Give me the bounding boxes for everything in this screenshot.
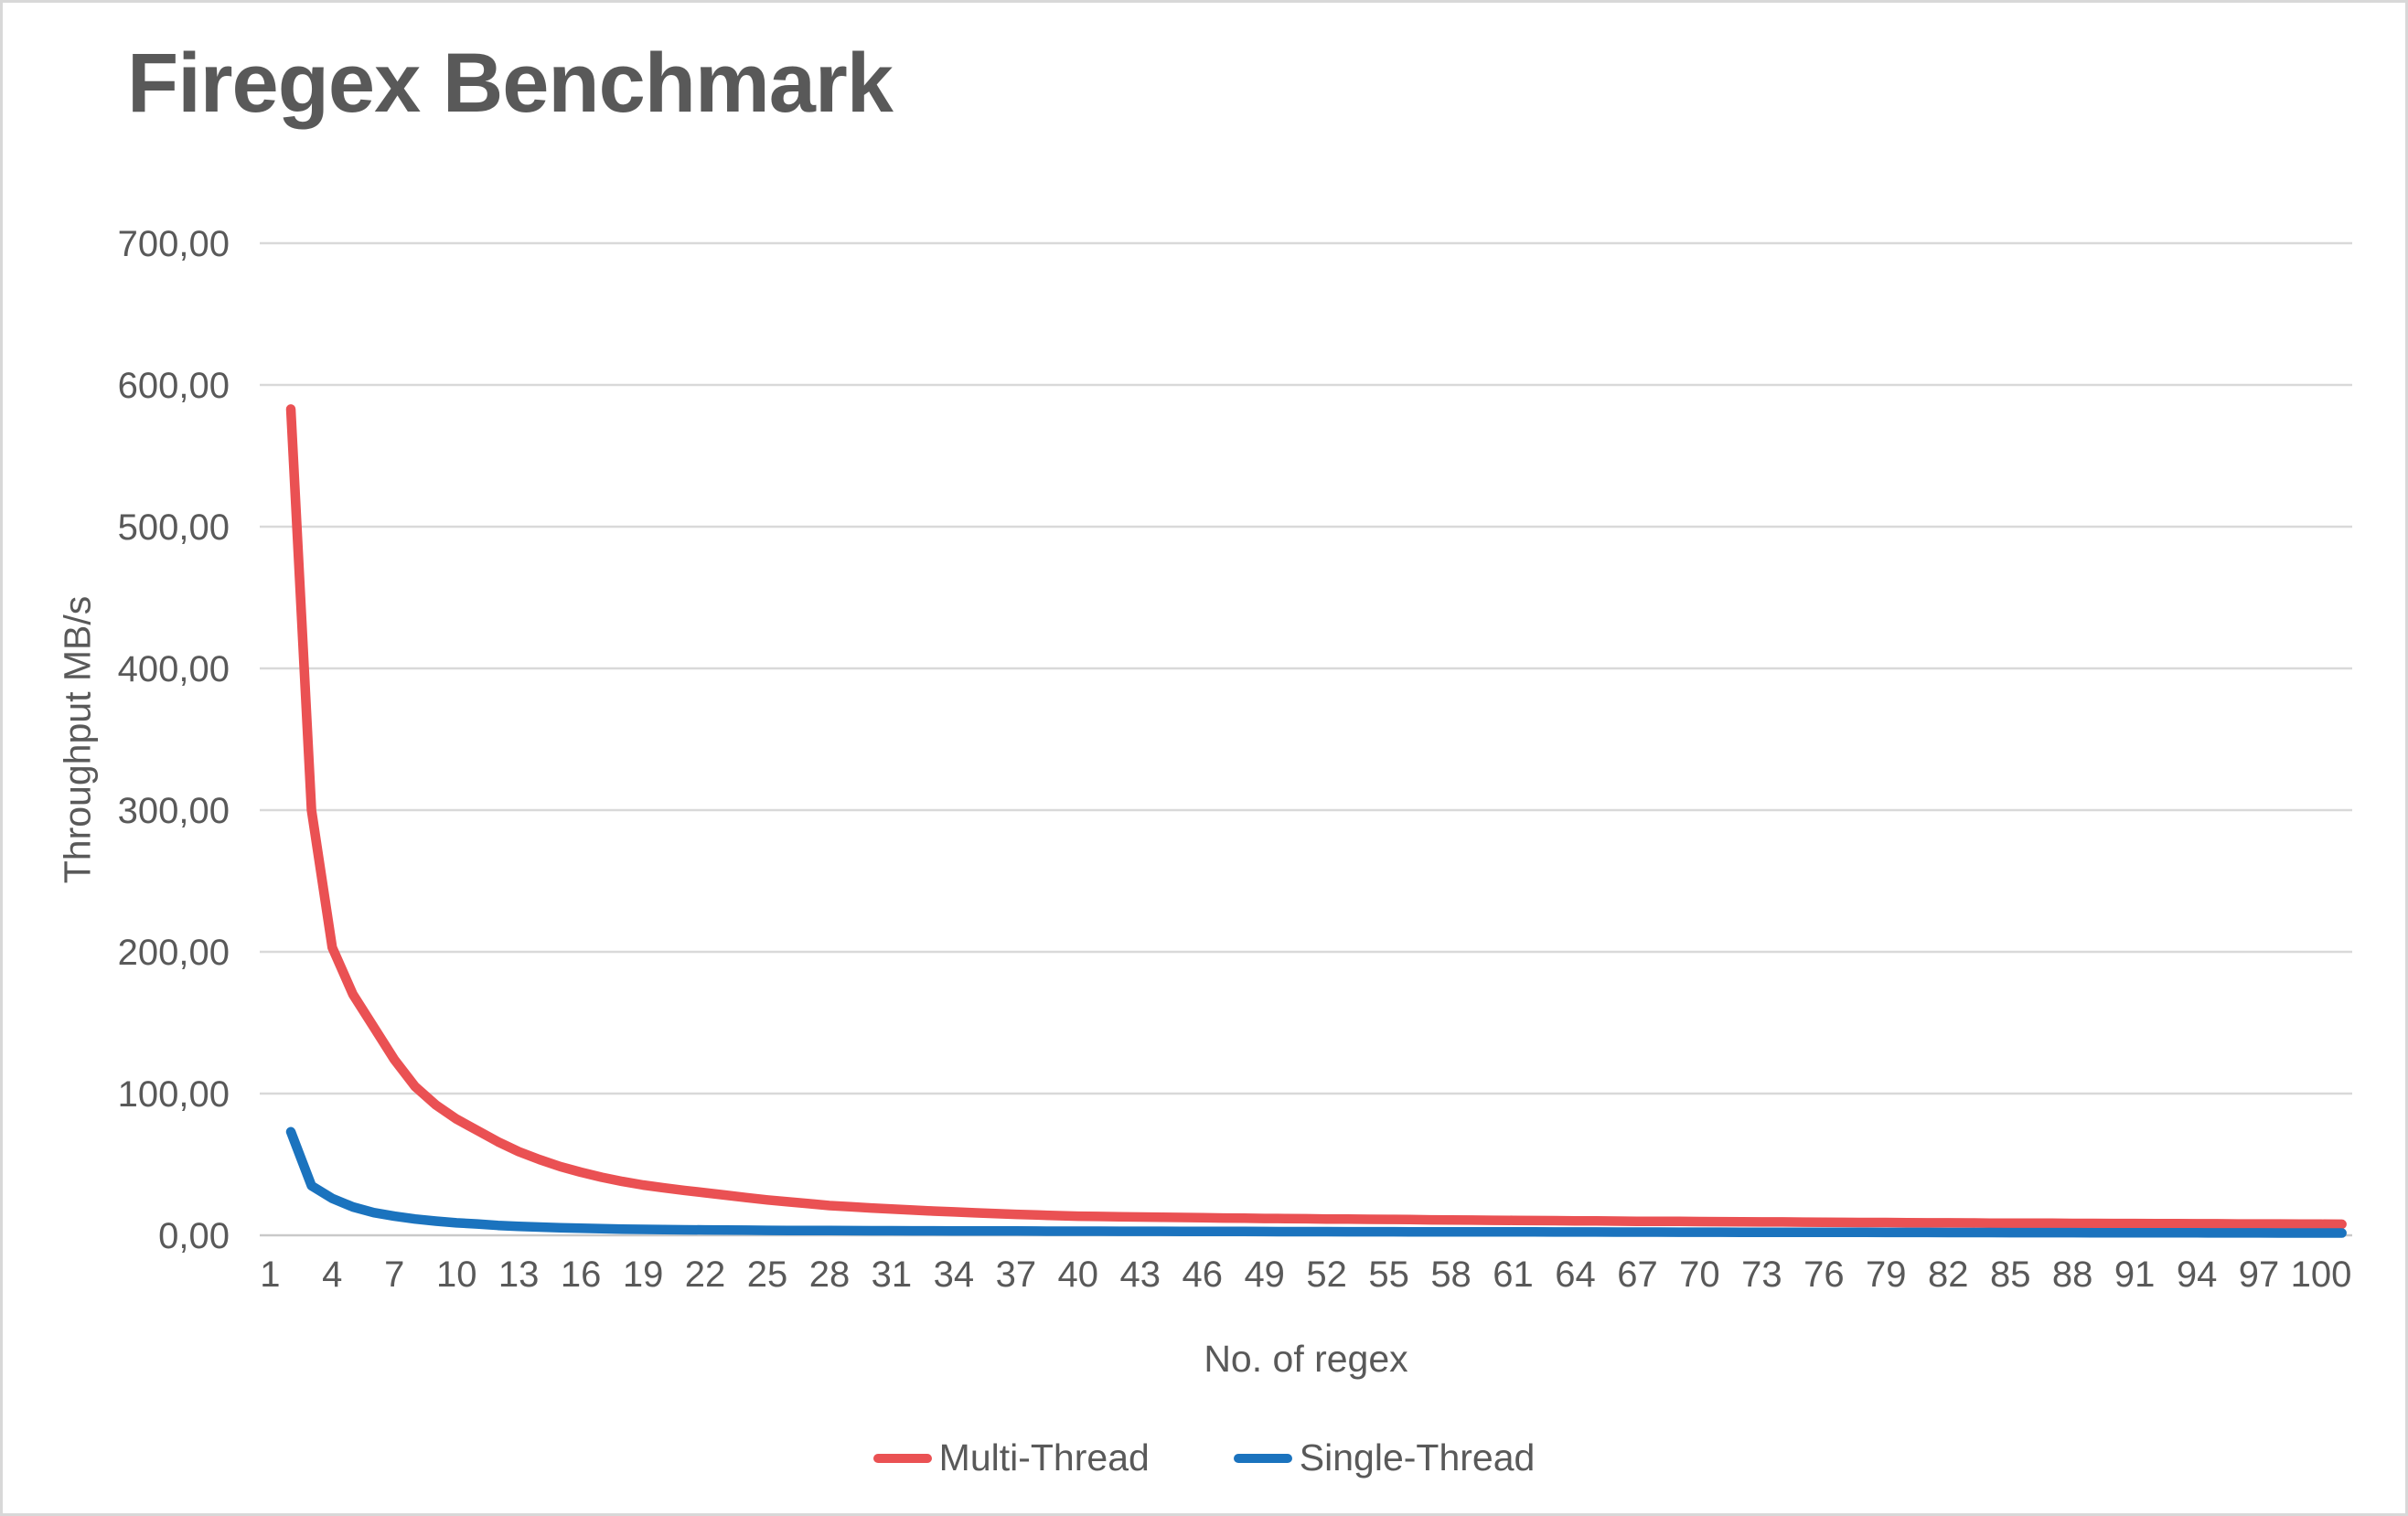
x-tick-label: 16 — [561, 1254, 602, 1295]
x-tick-label: 19 — [623, 1254, 664, 1295]
x-tick-label: 43 — [1120, 1254, 1161, 1295]
x-tick-label: 58 — [1430, 1254, 1472, 1295]
y-tick-label: 700,00 — [118, 224, 230, 264]
y-tick-label: 100,00 — [118, 1074, 230, 1115]
x-tick-label: 4 — [322, 1254, 342, 1295]
x-tick-label: 46 — [1182, 1254, 1223, 1295]
x-tick-label: 37 — [996, 1254, 1037, 1295]
x-axis-title: No. of regex — [1204, 1338, 1408, 1380]
x-tick-label: 76 — [1803, 1254, 1845, 1295]
series-line-multi-thread — [285, 404, 2347, 1230]
y-tick-label: 400,00 — [118, 649, 230, 689]
x-tick-label: 10 — [436, 1254, 477, 1295]
x-tick-label: 52 — [1306, 1254, 1347, 1295]
y-tick-label: 0,00 — [158, 1216, 230, 1256]
x-tick-label: 25 — [747, 1254, 788, 1295]
x-tick-label: 55 — [1368, 1254, 1409, 1295]
chart-title: Firegex Benchmark — [127, 37, 894, 130]
legend-swatch-multi-thread-icon — [872, 1453, 932, 1463]
y-tick-label: 500,00 — [118, 507, 230, 548]
x-tick-label: 49 — [1244, 1254, 1285, 1295]
legend-label-multi-thread: Multi-Thread — [938, 1436, 1150, 1479]
x-tick-label: 13 — [498, 1254, 540, 1295]
x-tick-label: 22 — [685, 1254, 726, 1295]
x-tick-label: 97 — [2239, 1254, 2280, 1295]
x-tick-label: 67 — [1617, 1254, 1658, 1295]
series-line-single-thread — [285, 1126, 2347, 1238]
plot-area: 0,00 100,00 200,00 300,00 400,00 500,00 600,00… — [118, 224, 2352, 1295]
x-tick-label: 1 — [260, 1254, 280, 1295]
x-tick-label: 31 — [872, 1254, 913, 1295]
x-tick-label: 91 — [2114, 1254, 2156, 1295]
x-tick-label: 79 — [1866, 1254, 1907, 1295]
x-tick-label: 88 — [2052, 1254, 2093, 1295]
legend-label-single-thread: Single-Thread — [1299, 1436, 1536, 1479]
x-tick-label: 40 — [1058, 1254, 1099, 1295]
x-tick-label: 64 — [1555, 1254, 1596, 1295]
x-tick-label: 100 — [2291, 1254, 2352, 1295]
legend-item-multi-thread: Multi-Thread — [872, 1436, 1150, 1479]
x-tick-label: 61 — [1493, 1254, 1534, 1295]
y-tick-label: 600,00 — [118, 366, 230, 406]
legend: Multi-Thread Single-Thread — [3, 1436, 2405, 1479]
x-tick-label: 85 — [1990, 1254, 2031, 1295]
legend-item-single-thread: Single-Thread — [1233, 1436, 1536, 1479]
x-tick-label: 7 — [384, 1254, 404, 1295]
y-tick-label: 200,00 — [118, 933, 230, 973]
x-tick-label: 82 — [1928, 1254, 1969, 1295]
x-tick-label: 94 — [2177, 1254, 2218, 1295]
x-tick-label: 70 — [1679, 1254, 1720, 1295]
x-tick-label: 73 — [1741, 1254, 1782, 1295]
x-tick-label: 28 — [809, 1254, 851, 1295]
y-tick-label: 300,00 — [118, 791, 230, 831]
legend-swatch-single-thread-icon — [1233, 1453, 1292, 1463]
x-tick-label: 34 — [934, 1254, 975, 1295]
